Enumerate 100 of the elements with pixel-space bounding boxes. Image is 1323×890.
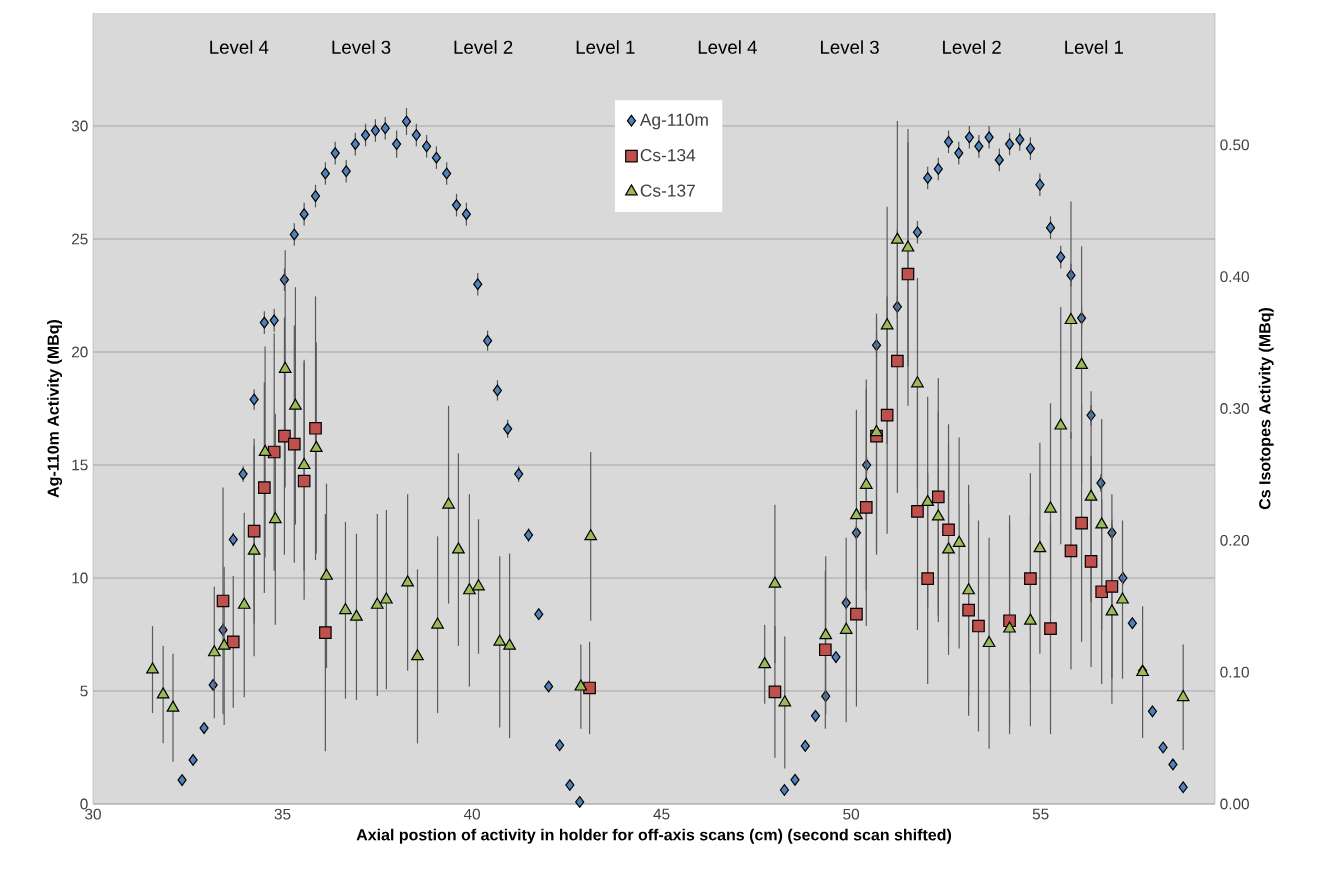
point — [942, 523, 955, 537]
point — [289, 398, 302, 410]
y2-tick-label: 0.00 — [1220, 798, 1249, 810]
point — [442, 497, 455, 509]
point — [1054, 418, 1068, 430]
point — [1044, 622, 1057, 635]
point — [287, 437, 301, 451]
point — [859, 501, 873, 514]
point — [942, 542, 955, 554]
point — [380, 592, 393, 604]
point — [207, 645, 221, 657]
point — [870, 424, 883, 437]
point — [1064, 544, 1078, 558]
point — [226, 635, 240, 649]
y-tick-label: 20 — [72, 346, 88, 358]
point — [319, 626, 332, 639]
point — [768, 685, 782, 699]
point — [880, 318, 894, 330]
y2-tick-label: 0.20 — [1220, 534, 1249, 546]
annotation: Level 4 — [210, 40, 269, 54]
point — [1095, 585, 1109, 599]
point — [166, 700, 180, 712]
y-tick-label: 5 — [80, 685, 88, 697]
point — [768, 576, 782, 588]
point — [503, 638, 516, 650]
y-axis-title: Ag-110m Activity (MBq) — [47, 319, 63, 498]
point — [1105, 604, 1119, 616]
point — [1084, 489, 1098, 501]
point — [1075, 357, 1088, 369]
point — [216, 594, 230, 608]
point — [247, 543, 261, 555]
point — [258, 444, 272, 456]
y-tick-label: 25 — [72, 233, 88, 245]
y-tick-label: 0 — [80, 798, 88, 810]
point — [891, 354, 904, 368]
annotation: Level 3 — [821, 40, 879, 54]
x-tick-label: 55 — [1032, 808, 1049, 820]
point — [258, 481, 271, 494]
point — [758, 656, 772, 669]
point — [1033, 540, 1047, 553]
annotation: Level 2 — [454, 40, 513, 54]
legend-label: Cs-137 — [640, 184, 695, 197]
point — [901, 267, 915, 281]
y2-axis-title: Cs Isotopes Activity (MBq) — [1258, 307, 1274, 510]
y2-tick-label: 0.30 — [1220, 403, 1249, 414]
point — [839, 622, 853, 634]
point — [339, 602, 352, 615]
point — [431, 617, 444, 629]
point — [982, 635, 996, 648]
point — [1044, 501, 1057, 513]
y-tick-label: 10 — [72, 572, 88, 584]
point — [320, 568, 333, 580]
annotation: Level 1 — [1065, 40, 1123, 54]
annotation: Level 1 — [576, 40, 635, 54]
point — [463, 583, 476, 595]
point — [309, 440, 323, 452]
point — [1105, 580, 1119, 593]
x-tick-label: 35 — [274, 808, 291, 820]
point — [309, 421, 322, 435]
point — [890, 232, 904, 244]
point — [237, 597, 251, 609]
point — [880, 408, 894, 422]
point — [911, 376, 924, 388]
legend-label: Ag-110m — [639, 113, 708, 130]
point — [268, 511, 282, 524]
x-axis-title: Axial postion of activity in holder for off-axis scans (cm) (second scan shifted) — [356, 828, 952, 844]
point — [401, 575, 414, 587]
point — [972, 619, 985, 633]
point — [962, 583, 975, 595]
x-tick-label: 40 — [463, 808, 480, 820]
point — [850, 508, 863, 520]
y2-tick-label: 0.40 — [1220, 271, 1249, 283]
point — [452, 542, 465, 554]
point — [931, 490, 945, 504]
point — [1024, 613, 1037, 625]
point — [901, 240, 915, 252]
point — [472, 579, 485, 591]
point — [778, 695, 792, 707]
point — [156, 687, 170, 699]
point — [1075, 516, 1088, 530]
point — [411, 649, 424, 661]
point — [370, 597, 384, 609]
annotation: Level 2 — [943, 40, 1001, 54]
point — [297, 474, 311, 488]
point — [819, 643, 832, 657]
point — [146, 662, 159, 674]
point — [1003, 621, 1016, 633]
point — [278, 429, 291, 443]
point — [819, 627, 833, 640]
annotation: Level 3 — [332, 40, 391, 54]
point — [859, 477, 873, 489]
point — [1095, 517, 1109, 529]
point — [1176, 689, 1190, 702]
point — [1064, 312, 1078, 325]
point — [921, 572, 935, 585]
x-tick-label: 50 — [843, 808, 860, 820]
point — [297, 457, 311, 470]
point — [584, 529, 598, 541]
y-tick-label: 15 — [72, 459, 88, 471]
point — [278, 361, 292, 373]
